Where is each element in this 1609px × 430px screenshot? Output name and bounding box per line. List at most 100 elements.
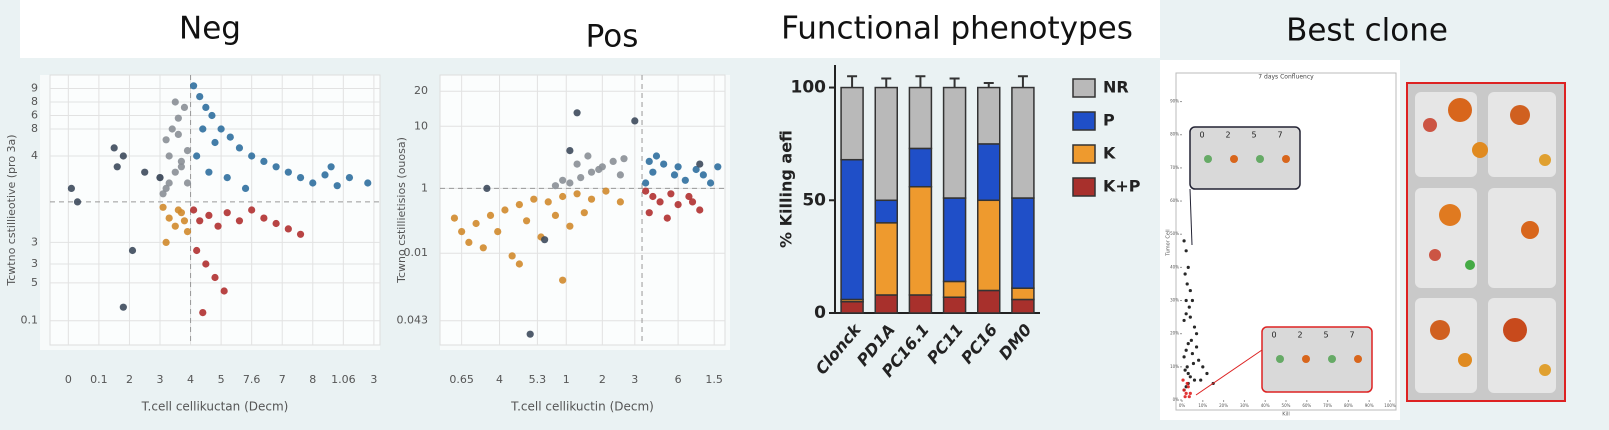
x-tick-label: 5.3: [529, 373, 547, 386]
point: [196, 93, 204, 101]
point: [656, 198, 664, 206]
x-tick-label: 7.6: [243, 373, 261, 386]
cell: [1510, 105, 1530, 125]
point: [1184, 298, 1188, 303]
x-tick-label: 5: [218, 373, 225, 386]
point: [119, 152, 127, 160]
point: [235, 217, 244, 225]
bar-segment: [1011, 298, 1035, 314]
inset: [1189, 126, 1301, 190]
x-tick-label: PC16: [957, 320, 1001, 367]
point: [685, 192, 693, 201]
bar-segment: [908, 147, 933, 188]
bar-segment: [908, 294, 933, 314]
y-tick-label: 20: [414, 84, 428, 97]
bar-segment: [977, 143, 1001, 202]
cell: [1448, 98, 1472, 122]
bar-segment: [874, 199, 898, 224]
legend-swatch: [1072, 144, 1096, 164]
x-tick-label: 90%: [1365, 403, 1374, 408]
y-tick-label: 6: [31, 109, 38, 122]
bar-segment: [1011, 287, 1035, 301]
y-axis-label: Tumor Cell: [1166, 229, 1172, 256]
point: [1184, 312, 1188, 316]
point: [1188, 375, 1192, 379]
point: [211, 138, 219, 147]
point: [515, 260, 523, 268]
y-tick-label: 10%: [1170, 364, 1179, 369]
point: [333, 182, 341, 190]
point: [616, 171, 624, 179]
point: [113, 163, 121, 171]
point: [642, 187, 650, 195]
inset-label: 5: [1323, 331, 1328, 340]
point: [174, 130, 182, 138]
point: [183, 147, 192, 155]
point: [73, 198, 82, 206]
point: [199, 125, 207, 133]
well: [1415, 298, 1477, 393]
point: [714, 163, 722, 171]
y-tick-label: 9: [31, 82, 38, 95]
point: [645, 157, 653, 165]
point: [1184, 249, 1188, 253]
inset-label: 7: [1349, 331, 1354, 340]
point: [688, 198, 697, 206]
point: [1186, 265, 1190, 269]
point: [595, 165, 603, 174]
panel-title: Best clone: [1286, 13, 1448, 49]
y-tick-label: 8: [31, 122, 38, 135]
error-bar: [983, 82, 994, 88]
x-tick-label: 40%: [1261, 403, 1270, 408]
point: [584, 152, 592, 160]
point: [681, 176, 689, 184]
y-tick-label: 80%: [1170, 132, 1179, 137]
point: [272, 219, 280, 228]
point: [674, 201, 682, 209]
point: [1194, 332, 1199, 336]
error-bar: [881, 77, 892, 88]
panel-title: Neg: [179, 11, 241, 47]
y-tick-label: 10: [414, 119, 428, 132]
point: [515, 201, 523, 209]
cell: [1430, 320, 1450, 340]
point: [566, 147, 574, 155]
point: [235, 144, 244, 152]
point: [1189, 338, 1193, 342]
cell: [1539, 364, 1551, 376]
point: [559, 176, 567, 184]
point: [1187, 395, 1191, 399]
point: [165, 179, 173, 187]
point: [1187, 305, 1191, 309]
point: [696, 206, 704, 214]
point: [165, 214, 173, 222]
point: [1188, 315, 1192, 319]
point: [696, 160, 704, 168]
x-tick-label: 8: [309, 373, 316, 386]
point: [156, 174, 164, 182]
point: [193, 152, 201, 160]
point: [174, 114, 182, 122]
point: [541, 236, 549, 244]
point: [1185, 381, 1189, 386]
point: [559, 276, 567, 284]
point: [472, 219, 480, 228]
point: [260, 214, 268, 222]
y-axis-label: Tcwtno cstillieotive (pro 3a): [5, 134, 18, 286]
point: [272, 163, 280, 171]
inset-label: 2: [1225, 131, 1230, 140]
legend-swatch: [1072, 177, 1096, 197]
bar-segment: [908, 86, 933, 150]
bar-segment: [1011, 197, 1035, 289]
x-tick-label: 50%: [1282, 403, 1291, 408]
point: [1181, 378, 1185, 382]
inset-cell: [1204, 155, 1212, 163]
point: [559, 192, 567, 201]
y-tick-label: 0: [814, 303, 826, 323]
point: [214, 222, 222, 230]
point: [217, 125, 225, 133]
x-axis-label: Kill: [1282, 412, 1289, 418]
point: [1182, 239, 1186, 243]
point: [119, 303, 127, 311]
